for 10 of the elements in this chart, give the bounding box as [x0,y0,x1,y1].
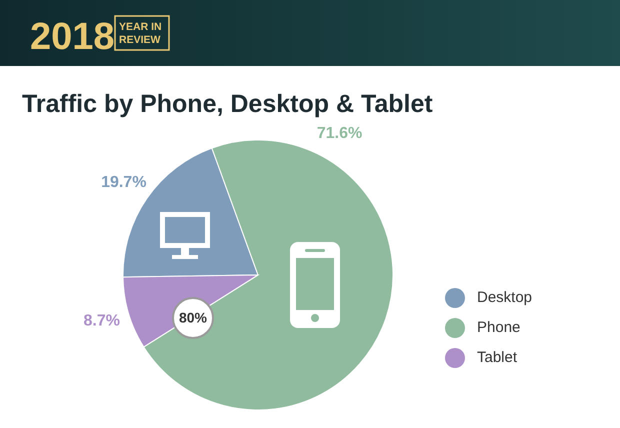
legend-label: Tablet [477,348,518,366]
data-label: 19.7% [101,174,146,191]
chart-title: Traffic by Phone, Desktop & Tablet [22,90,434,118]
legend-label: Desktop [477,288,532,306]
text: 80% [178,310,208,326]
legend-label: Phone [477,318,520,336]
data-label: 8.7% [84,312,120,330]
text: YEAR IN REVIEW [119,21,162,46]
data-label: 71.6% [316,125,362,142]
text: 2018 [30,16,115,58]
